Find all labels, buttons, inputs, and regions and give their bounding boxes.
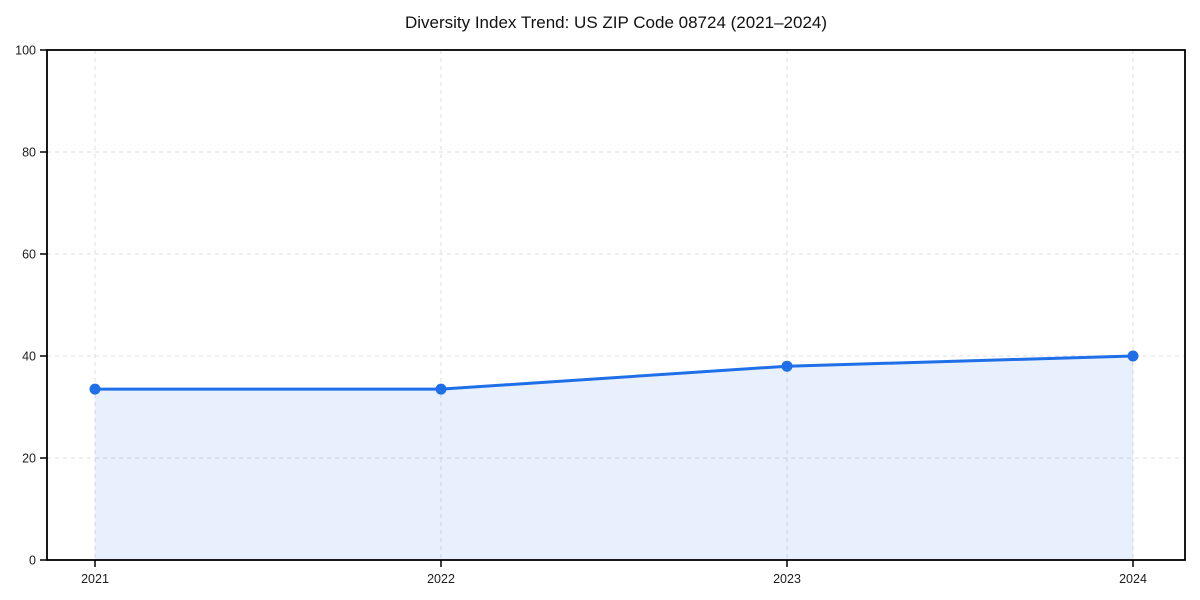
plot-border (46, 49, 1186, 561)
x-tick-label: 2021 (81, 572, 109, 586)
chart-title: Diversity Index Trend: US ZIP Code 08724… (404, 13, 828, 32)
y-tick-label: 0 (29, 554, 36, 568)
data-point-marker (435, 383, 447, 395)
x-tick-label: 2022 (427, 572, 455, 586)
y-tick-label: 100 (15, 44, 36, 58)
x-tick-label: 2023 (773, 572, 801, 586)
data-point-marker (781, 360, 793, 372)
data-point-marker (1127, 350, 1139, 362)
trend-line (93, 354, 1135, 391)
y-tick-label: 60 (22, 248, 36, 262)
x-tick-label: 2024 (1119, 572, 1147, 586)
y-tick-label: 80 (22, 146, 36, 160)
data-point-marker (89, 383, 101, 395)
y-tick-label: 40 (22, 350, 36, 364)
y-tick-label: 20 (22, 452, 36, 466)
area-fill (95, 356, 1133, 560)
